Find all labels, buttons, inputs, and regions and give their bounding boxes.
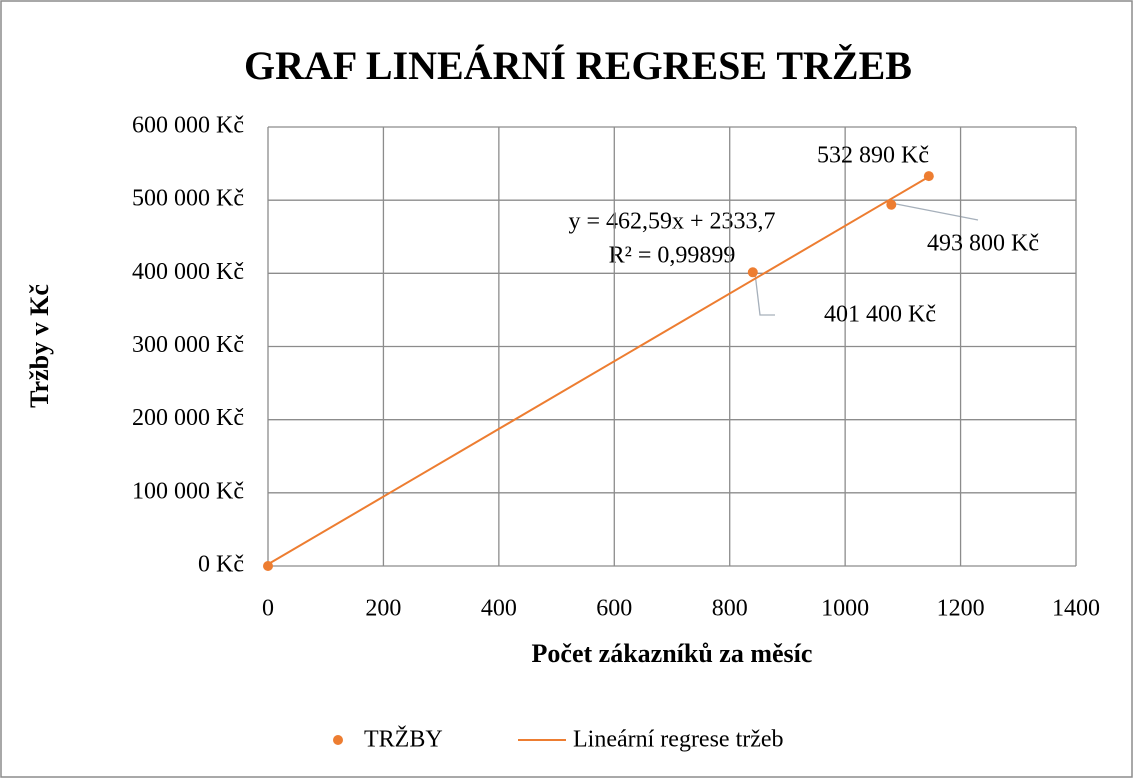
- data-label: 532 890 Kč: [817, 143, 929, 169]
- leader-line: [754, 272, 775, 316]
- chart-title: GRAF LINEÁRNÍ REGRESE TRŽEB: [244, 43, 912, 88]
- x-tick-label: 200: [365, 596, 401, 622]
- legend-label: TRŽBY: [364, 727, 443, 753]
- x-tick-label: 400: [481, 596, 517, 622]
- x-tick-label: 1200: [937, 596, 985, 622]
- x-tick-label: 800: [712, 596, 748, 622]
- y-tick-label: 200 000 Kč: [132, 405, 244, 431]
- data-label: 401 400 Kč: [824, 302, 936, 328]
- data-label: 493 800 Kč: [927, 231, 1039, 257]
- data-point: [886, 199, 897, 210]
- leader-line: [890, 202, 979, 221]
- y-tick-label: 600 000 Kč: [132, 113, 244, 139]
- r-squared: R² = 0,99899: [609, 243, 736, 269]
- trendline: [267, 175, 930, 566]
- y-tick-label: 300 000 Kč: [132, 332, 244, 358]
- y-axis-title: Tržby v Kč: [25, 284, 54, 408]
- y-tick-label: 500 000 Kč: [132, 186, 244, 212]
- x-axis-title: Počet zákazníků za měsíc: [532, 639, 813, 668]
- trendline-equation: y = 462,59x + 2333,7: [568, 209, 775, 235]
- legend-label: Lineární regrese tržeb: [573, 727, 784, 753]
- x-tick-label: 1400: [1052, 596, 1100, 622]
- y-tick-label: 100 000 Kč: [132, 478, 244, 504]
- x-tick-label: 600: [596, 596, 632, 622]
- x-tick-label: 0: [262, 596, 274, 622]
- legend-marker: [333, 735, 343, 745]
- x-tick-label: 1000: [821, 596, 869, 622]
- y-tick-label: 0 Kč: [198, 552, 244, 578]
- data-point: [747, 267, 758, 278]
- y-tick-label: 400 000 Kč: [132, 259, 244, 285]
